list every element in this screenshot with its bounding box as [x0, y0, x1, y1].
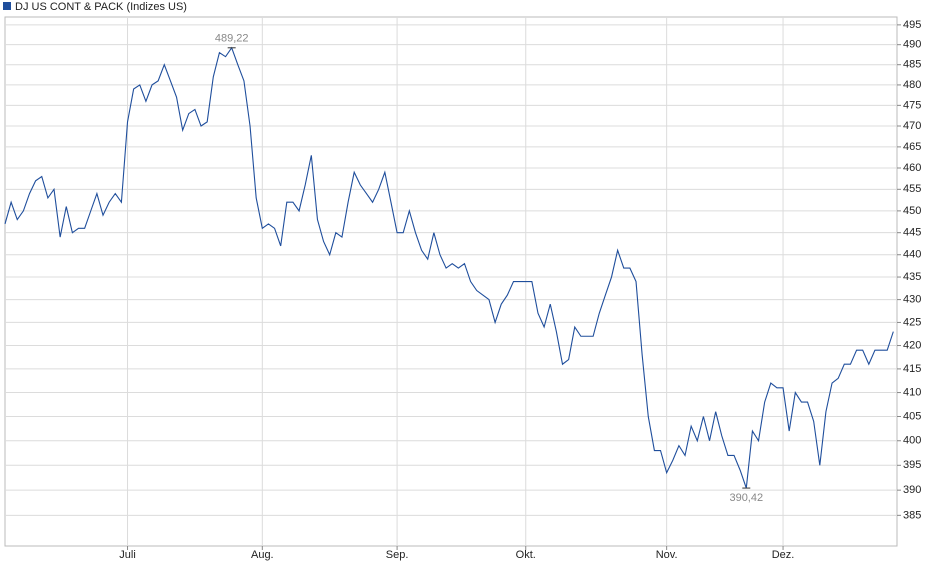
y-tick-label: 430	[903, 294, 921, 306]
annotation-label: 489,22	[215, 33, 249, 45]
y-tick-label: 425	[903, 316, 921, 328]
y-tick-label: 445	[903, 227, 921, 239]
y-tick-label: 470	[903, 120, 921, 132]
annotation-label: 390,42	[729, 492, 763, 504]
x-tick-label: Aug.	[251, 549, 274, 561]
y-tick-label: 485	[903, 59, 921, 71]
y-tick-label: 420	[903, 339, 921, 351]
y-tick-label: 385	[903, 509, 921, 521]
x-tick-label: Juli	[119, 549, 136, 561]
y-tick-label: 465	[903, 141, 921, 153]
y-tick-label: 490	[903, 39, 921, 51]
y-tick-label: 450	[903, 205, 921, 217]
y-tick-label: 410	[903, 386, 921, 398]
x-tick-label: Okt.	[516, 549, 536, 561]
y-tick-label: 415	[903, 363, 921, 375]
y-tick-label: 400	[903, 435, 921, 447]
plot-frame	[4, 16, 898, 547]
y-tick-label: 495	[903, 19, 921, 31]
y-tick-label: 435	[903, 271, 921, 283]
legend-swatch	[3, 2, 11, 10]
line	[4, 46, 894, 489]
y-tick-label: 455	[903, 183, 921, 195]
x-tick-label: Dez.	[772, 549, 795, 561]
y-tick-label: 440	[903, 249, 921, 261]
y-tick-label: 460	[903, 162, 921, 174]
y-tick-label: 405	[903, 410, 921, 422]
y-tick-label: 475	[903, 99, 921, 111]
x-tick-label: Sep.	[386, 549, 409, 561]
legend-label: DJ US CONT & PACK (Indizes US)	[15, 1, 187, 13]
y-tick-label: 480	[903, 79, 921, 91]
y-tick-label: 390	[903, 484, 921, 496]
y-tick-label: 395	[903, 459, 921, 471]
x-tick-label: Nov.	[656, 549, 678, 561]
